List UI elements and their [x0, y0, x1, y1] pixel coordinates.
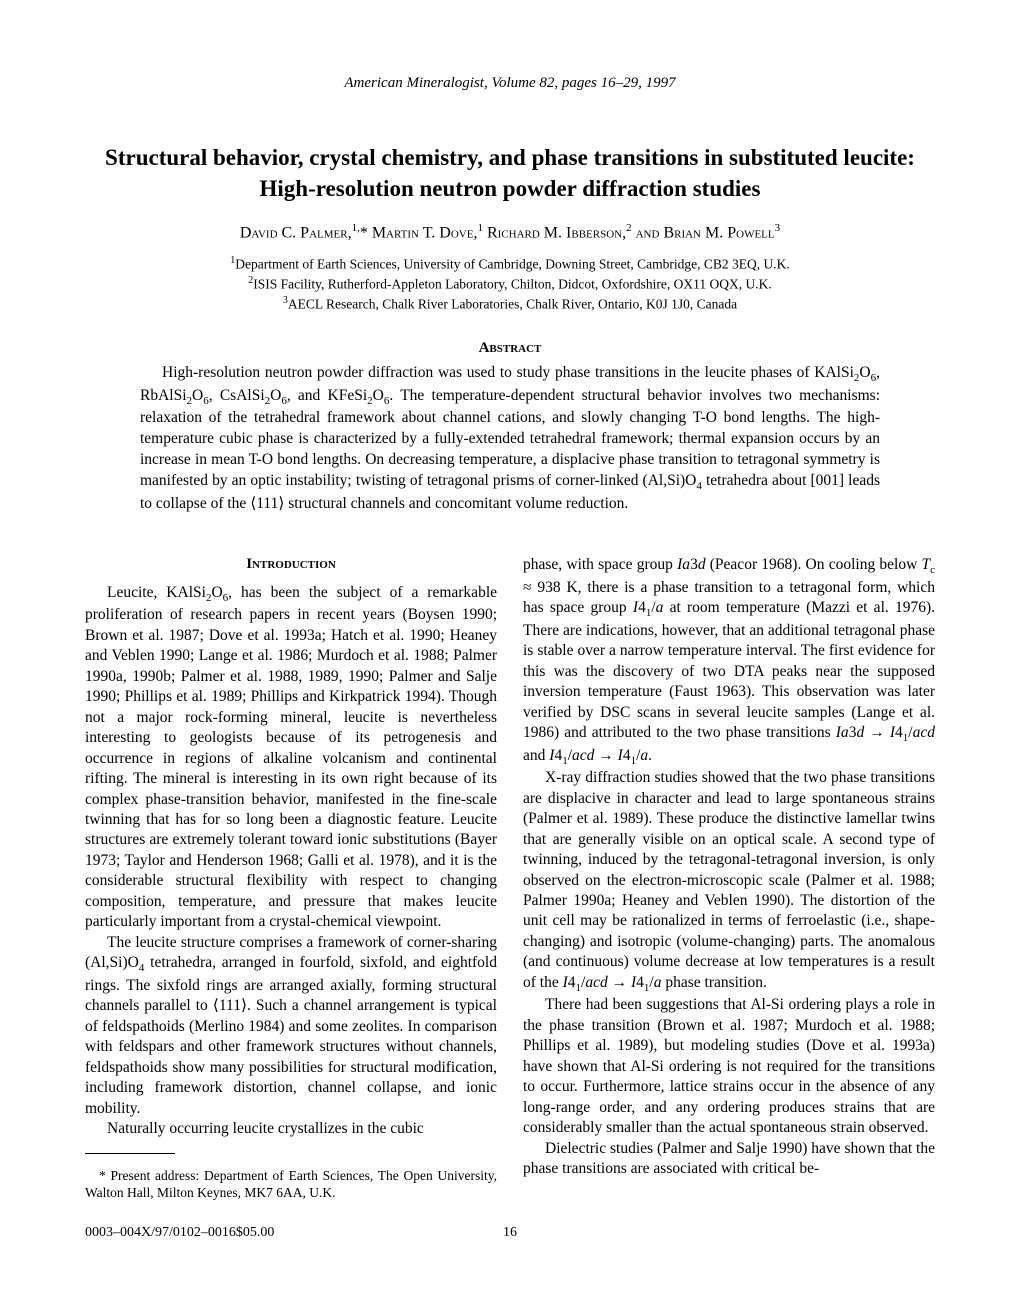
page-number: 16 — [368, 1225, 651, 1241]
intro-para-3: Naturally occurring leucite crystallizes… — [85, 1119, 497, 1139]
affiliation-3: 3AECL Research, Chalk River Laboratories… — [85, 294, 935, 314]
left-column: Introduction Leucite, KAlSi2O6, has been… — [85, 555, 497, 1215]
footer-spacer — [652, 1225, 935, 1241]
right-para-2: X-ray diffraction studies showed that th… — [523, 768, 935, 995]
title-line-1: Structural behavior, crystal chemistry, … — [85, 142, 935, 173]
footnote: * Present address: Department of Earth S… — [85, 1168, 497, 1202]
right-column: phase, with space group Ia3d (Peacor 196… — [523, 555, 935, 1215]
journal-header: American Mineralogist, Volume 82, pages … — [85, 75, 935, 92]
affiliations: 1Department of Earth Sciences, Universit… — [85, 254, 935, 313]
right-para-1: phase, with space group Ia3d (Peacor 196… — [523, 555, 935, 768]
right-para-4: Dielectric studies (Palmer and Salje 199… — [523, 1139, 935, 1180]
title-line-2: High-resolution neutron powder diffracti… — [85, 173, 935, 204]
paper-title: Structural behavior, crystal chemistry, … — [85, 142, 935, 204]
authors-line: David C. Palmer,1,* Martin T. Dove,1 Ric… — [85, 222, 935, 242]
footer-code: 0003–004X/97/0102–0016$05.00 — [85, 1225, 368, 1241]
introduction-heading: Introduction — [85, 555, 497, 575]
affiliation-2: 2ISIS Facility, Rutherford-Appleton Labo… — [85, 274, 935, 294]
abstract-body: High-resolution neutron powder diffracti… — [140, 363, 880, 516]
abstract-heading: Abstract — [85, 340, 935, 357]
right-para-3: There had been suggestions that Al-Si or… — [523, 995, 935, 1138]
footnote-rule — [85, 1153, 175, 1154]
intro-para-1: Leucite, KAlSi2O6, has been the subject … — [85, 583, 497, 933]
affiliation-1: 1Department of Earth Sciences, Universit… — [85, 254, 935, 274]
page-footer: 0003–004X/97/0102–0016$05.00 16 — [85, 1225, 935, 1241]
two-column-body: Introduction Leucite, KAlSi2O6, has been… — [85, 555, 935, 1215]
intro-para-2: The leucite structure comprises a framew… — [85, 933, 497, 1119]
paper-page: American Mineralogist, Volume 82, pages … — [0, 0, 1020, 1301]
